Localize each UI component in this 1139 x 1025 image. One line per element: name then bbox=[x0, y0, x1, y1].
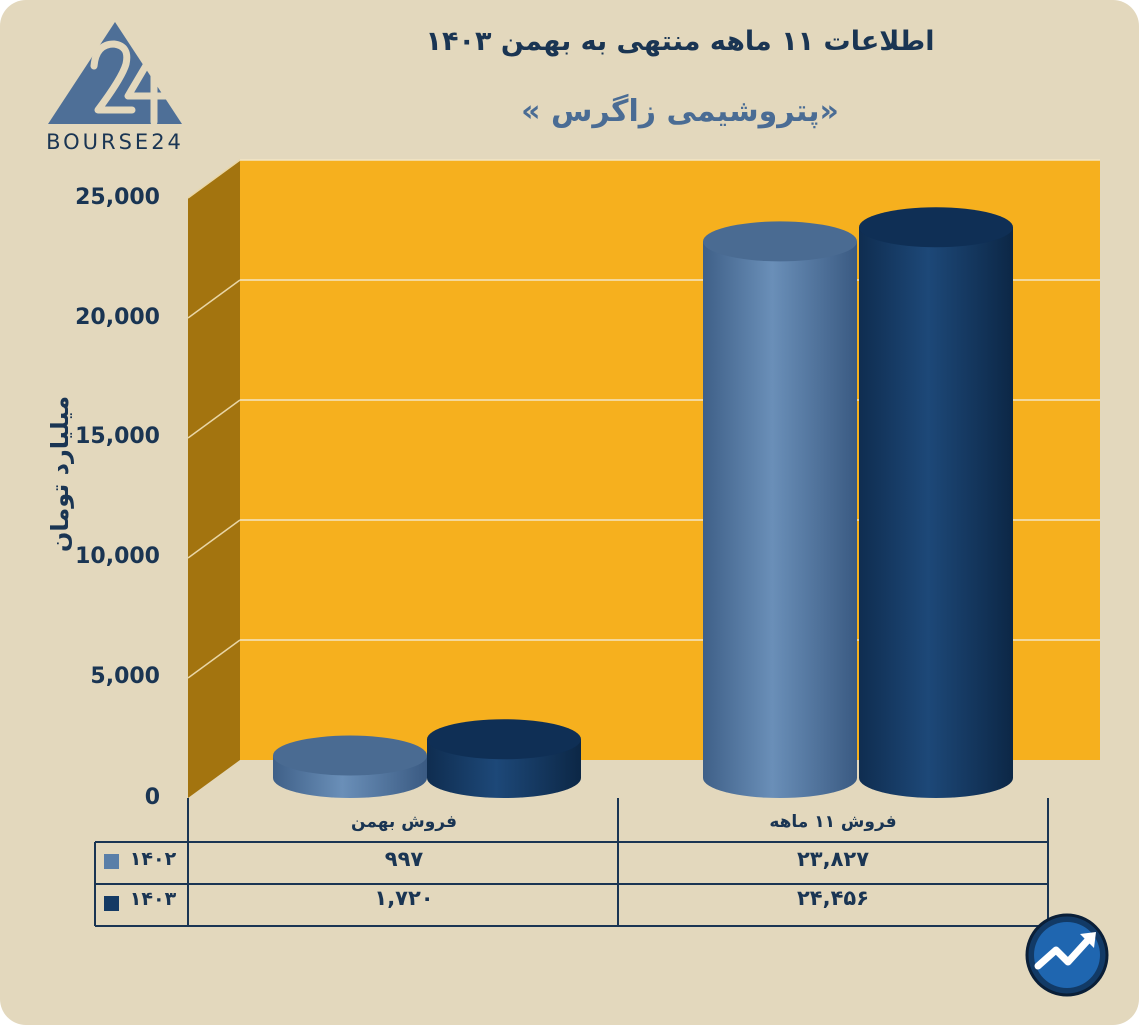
chart-title: اطلاعات ۱۱ ماهه منتهی به بهمن ۱۴۰۳ bbox=[425, 26, 935, 57]
data-label: ۲۳,۸۲۷ bbox=[796, 847, 870, 871]
gridline-side bbox=[187, 279, 241, 319]
y-tick-label: 25,000 bbox=[75, 185, 160, 210]
gridline-side bbox=[187, 519, 241, 559]
logo-text: BOURSE24 bbox=[46, 130, 184, 154]
bar-top bbox=[273, 735, 427, 776]
data-label: ۲۴,۴۵۶ bbox=[796, 886, 870, 910]
data-label: ۱,۷۲۰ bbox=[374, 886, 434, 910]
plot-side-wall bbox=[188, 160, 240, 798]
y-tick-label: 5,000 bbox=[90, 664, 160, 689]
bar-top bbox=[859, 207, 1013, 248]
bar-body bbox=[703, 241, 857, 798]
legend-swatch-1402 bbox=[104, 854, 119, 869]
legend-label-1403: ۱۴۰۳ bbox=[129, 888, 177, 910]
bourse24-logo-icon bbox=[48, 22, 182, 126]
chart-subtitle: «پتروشیمی زاگرس » bbox=[521, 94, 839, 129]
category-label: فروش بهمن bbox=[351, 812, 457, 832]
gridline-side bbox=[187, 159, 241, 199]
gridline-side bbox=[187, 399, 241, 439]
y-tick-label: 0 bbox=[144, 785, 160, 810]
data-label: ۹۹۷ bbox=[384, 847, 424, 871]
category-label: فروش ۱۱ ماهه bbox=[769, 812, 897, 832]
bar bbox=[859, 207, 1013, 799]
bar bbox=[273, 735, 427, 798]
gridline-side bbox=[187, 639, 241, 679]
bar-top bbox=[703, 221, 857, 262]
y-tick-label: 10,000 bbox=[75, 544, 160, 569]
legend-swatch-1403 bbox=[104, 896, 119, 911]
chart-arrow-icon bbox=[1025, 913, 1109, 997]
y-tick-label: 20,000 bbox=[75, 305, 160, 330]
bar-top bbox=[427, 719, 581, 760]
y-tick-label: 15,000 bbox=[75, 424, 160, 449]
bar bbox=[427, 719, 581, 798]
bar-body bbox=[859, 227, 1013, 799]
bar bbox=[703, 221, 857, 798]
legend-label-1402: ۱۴۰۲ bbox=[129, 848, 177, 870]
